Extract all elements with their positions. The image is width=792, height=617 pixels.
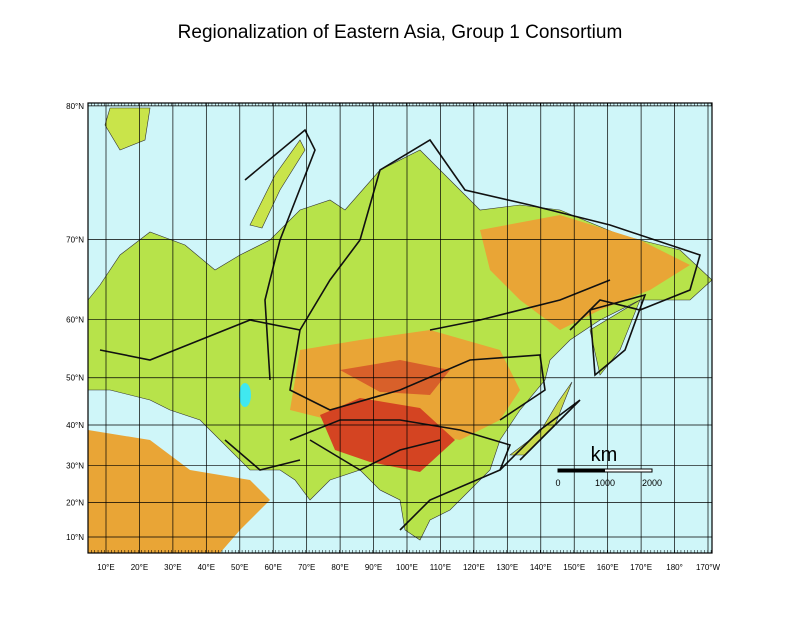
latitude-label: 40°N — [66, 421, 84, 430]
longitude-label: 170°E — [630, 563, 652, 572]
scale-segment — [558, 469, 605, 472]
longitude-label: 130°E — [496, 563, 518, 572]
longitude-label: 120°E — [463, 563, 485, 572]
longitude-label: 100°E — [396, 563, 418, 572]
land-high — [88, 430, 270, 553]
longitude-label: 20°E — [131, 563, 148, 572]
scale-label: 2000 — [642, 478, 662, 488]
longitude-label: 140°E — [530, 563, 552, 572]
caspian-sea — [239, 383, 251, 407]
longitude-label: 180° — [666, 563, 683, 572]
longitude-label: 110°E — [430, 563, 451, 572]
longitude-label: 30°E — [164, 563, 181, 572]
graticule — [87, 103, 712, 553]
scale-unit: km — [591, 444, 618, 466]
longitude-label: 80°E — [331, 563, 348, 572]
longitude-label: 170°W — [696, 563, 721, 572]
latitude-label: 70°N — [66, 236, 84, 245]
longitude-label: 90°E — [365, 563, 382, 572]
longitude-label: 40°E — [198, 563, 215, 572]
scale-label: 1000 — [595, 478, 615, 488]
longitude-label: 10°E — [97, 563, 114, 572]
map-area — [87, 102, 713, 554]
land-high — [480, 215, 690, 330]
land — [249, 139, 306, 229]
longitude-label: 50°E — [231, 563, 248, 572]
title: Regionalization of Eastern Asia, Group 1… — [178, 22, 623, 43]
scale-bar: km 0 1000 2000 — [555, 444, 662, 488]
latitude-label: 80°N — [66, 102, 84, 111]
longitude-label: 60°E — [265, 563, 282, 572]
latitude-label: 60°N — [66, 315, 84, 324]
scale-label: 0 — [555, 478, 560, 488]
map-frame — [87, 102, 713, 554]
region-boundaries — [99, 128, 701, 531]
longitude-label: 150°E — [563, 563, 585, 572]
longitude-label: 70°E — [298, 563, 315, 572]
longitude-label: 160°E — [597, 563, 619, 572]
latitude-label: 50°N — [66, 374, 84, 383]
latitude-label: 10°N — [66, 533, 84, 542]
latitude-label: 30°N — [66, 462, 84, 471]
land — [589, 299, 641, 376]
mountains — [320, 398, 455, 472]
latitude-label: 20°N — [66, 498, 84, 507]
